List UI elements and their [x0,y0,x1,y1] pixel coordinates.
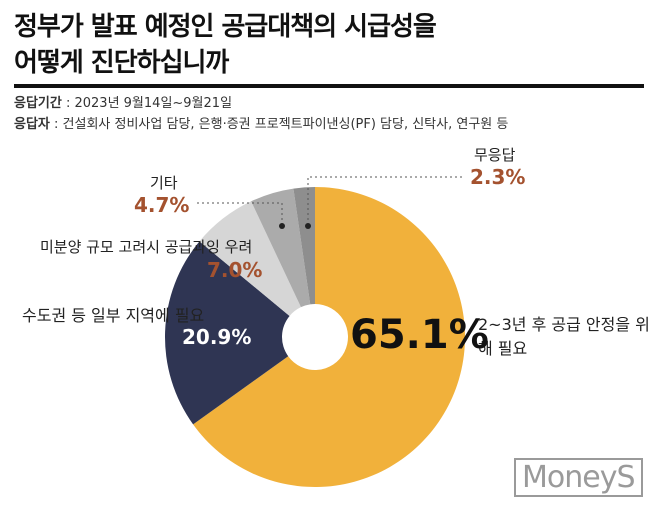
slice [293,187,315,305]
respondents-label: 응답자 [14,117,50,132]
slice [251,188,311,308]
value-label: 4.7% [134,193,190,217]
category-label: 미분양 규모 고려시 공급과잉 우려 [40,238,253,256]
category-label: 무응답 [474,146,516,164]
leader-dot [305,223,311,229]
period-label: 응답기간 [14,96,62,111]
slice [199,201,301,316]
period: 응답기간 : 2023년 9월14일~9월21일 [14,92,232,111]
leader-line [307,176,462,224]
leader-line [197,202,283,224]
leader-dot [279,223,285,229]
slice [165,241,290,425]
category-label: 수도권 등 일부 지역에 필요 [22,306,205,325]
period-text: : 2023년 9월14일~9월21일 [61,96,233,111]
logo: MoneyS [514,458,643,497]
chart-title: 어떻게 진단하십니까 [14,48,229,78]
value-label: 65.1% [350,312,489,358]
category-label: 2~3년 후 공급 안정을 위해 필요 [478,315,650,358]
slice [193,187,465,487]
value-label: 7.0% [207,258,263,282]
value-label: 20.9% [182,325,252,349]
respondents: 응답자 : 건설회사 정비사업 담당, 은행·증권 프로젝트파이낸싱(PF) 담… [14,113,508,132]
category-label: 기타 [150,174,178,192]
title-rule [14,84,644,88]
chart-title: 정부가 발표 예정인 공급대책의 시급성을 [14,12,437,42]
value-label: 2.3% [470,165,526,189]
respondents-text: : 건설회사 정비사업 담당, 은행·증권 프로젝트파이낸싱(PF) 담당, 신… [49,117,509,132]
